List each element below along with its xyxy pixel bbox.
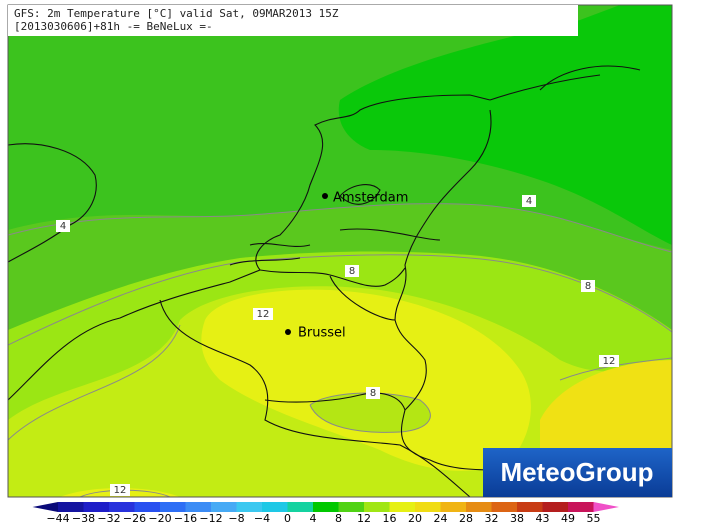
logo-box [483, 448, 672, 497]
colorbar-segment [364, 502, 390, 512]
colorbar-label: 32 [485, 512, 499, 525]
contour-label-box [599, 355, 619, 367]
isotherm [309, 392, 431, 433]
contour-label: 4 [526, 196, 532, 207]
colorbar-segment [185, 502, 211, 512]
colorbar-arrow [593, 502, 619, 512]
contour-label: 8 [370, 388, 376, 399]
isotherm [8, 203, 672, 253]
contour-label: 12 [257, 309, 270, 320]
colorbar-label: −8 [228, 512, 244, 525]
colorbar-label: 20 [408, 512, 422, 525]
colorbar-segment [134, 502, 160, 512]
colorbar-label: 38 [510, 512, 524, 525]
city-dot [285, 329, 291, 335]
colorbar-label: −38 [72, 512, 95, 525]
lake [339, 184, 381, 205]
colorbar-segment [466, 502, 492, 512]
colorbar-label: −44 [46, 512, 69, 525]
contour-labels: 4 4 8 8 12 12 8 12 [56, 195, 619, 496]
colorbar-label: −12 [199, 512, 222, 525]
colorbar-segment [313, 502, 339, 512]
header-run: [2013030606]+81h -= BeNeLux =- [14, 20, 213, 33]
colorbar-segment [236, 502, 262, 512]
field-12 [201, 289, 531, 471]
colorbar-label: 12 [357, 512, 371, 525]
colorbar-segment [568, 502, 594, 512]
colorbar-segment [517, 502, 543, 512]
colorbar-label: 8 [335, 512, 342, 525]
colorbar-label: 24 [434, 512, 448, 525]
estuary [229, 228, 441, 266]
colorbar-segment [415, 502, 441, 512]
colorbar-label: −4 [254, 512, 270, 525]
contour-label: 12 [114, 485, 127, 496]
logo: MeteoGroup [500, 457, 653, 487]
colorbar-segment [83, 502, 109, 512]
contour-label-box [581, 280, 595, 292]
border-be [259, 267, 406, 411]
coastline [8, 94, 491, 401]
colorbar-label: −32 [97, 512, 120, 525]
city-label: Brussel [298, 326, 346, 341]
contour-label-box [522, 195, 536, 207]
colorbar-segment [58, 502, 84, 512]
colorbar-label: 16 [383, 512, 397, 525]
colorbar-label: 43 [536, 512, 550, 525]
colorbar-arrow [32, 502, 58, 512]
colorbar-segment [211, 502, 237, 512]
city-label: Amsterdam [333, 191, 408, 206]
colorbar-segment [338, 502, 364, 512]
coastline [489, 65, 641, 101]
colorbar-segment [109, 502, 135, 512]
colorbar-label: −26 [123, 512, 146, 525]
colorbar-segment [389, 502, 415, 512]
colorbar-label: 0 [284, 512, 291, 525]
colorbar-segment [542, 502, 568, 512]
coastline [8, 143, 97, 263]
field-cold [338, 5, 672, 245]
contour-label: 12 [603, 356, 616, 367]
colorbar-label: 49 [561, 512, 575, 525]
header-box [8, 5, 578, 36]
colorbar-label: 4 [310, 512, 317, 525]
contour-label-box [345, 265, 359, 277]
contour-label: 8 [585, 281, 591, 292]
colorbar-segment [491, 502, 517, 512]
colorbar-segment [287, 502, 313, 512]
border-fr [159, 299, 471, 497]
contour-label: 8 [349, 266, 355, 277]
contour-label-box [110, 484, 130, 496]
colorbar: −44 −38 −32 −26 −20 −16 −12 −8 −4 0 4 8 12 16 20 24 28 32… [32, 502, 619, 525]
header-title: GFS: 2m Temperature [°C] valid Sat, 09MA… [14, 7, 339, 20]
colorbar-segment [160, 502, 186, 512]
colorbar-label: −20 [148, 512, 171, 525]
colorbar-segment [262, 502, 288, 512]
colorbar-label: 55 [587, 512, 601, 525]
colorbar-label: −16 [174, 512, 197, 525]
city-dot [322, 193, 328, 199]
map-area [8, 5, 672, 497]
colorbar-label: 28 [459, 512, 473, 525]
contour-label-box [366, 387, 380, 399]
contour-label: 4 [60, 221, 66, 232]
contour-label-box [56, 220, 70, 232]
colorbar-segment [440, 502, 466, 512]
contour-label-box [253, 308, 273, 320]
